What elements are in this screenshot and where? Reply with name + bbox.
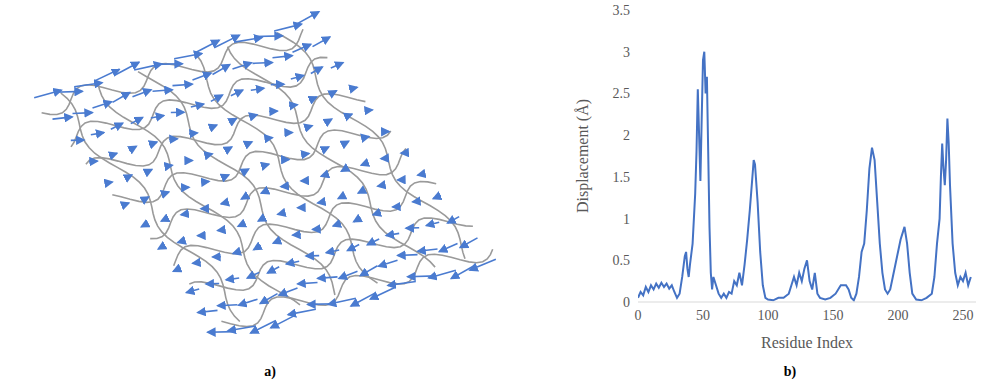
svg-text:0: 0 (635, 308, 642, 323)
svg-text:50: 50 (696, 308, 710, 323)
html-text:b): b) (783, 364, 797, 379)
svg-text:Residue Index: Residue Index (761, 334, 853, 350)
svg-text:0: 0 (623, 295, 630, 310)
svg-text:250: 250 (953, 308, 974, 323)
svg-text:2: 2 (623, 128, 630, 143)
svg-text:2.5: 2.5 (613, 86, 631, 101)
svg-text:0.5: 0.5 (613, 253, 631, 268)
svg-text:100: 100 (758, 308, 779, 323)
svg-text:1: 1 (623, 212, 630, 227)
svg-text:3.5: 3.5 (613, 3, 631, 18)
svg-text:3: 3 (623, 45, 630, 60)
svg-text:1.5: 1.5 (613, 170, 631, 185)
svg-text:150: 150 (823, 308, 844, 323)
svg-text:200: 200 (888, 308, 909, 323)
svg-text:Displacement (Å): Displacement (Å) (574, 99, 592, 213)
html-text:a): a) (264, 364, 276, 379)
